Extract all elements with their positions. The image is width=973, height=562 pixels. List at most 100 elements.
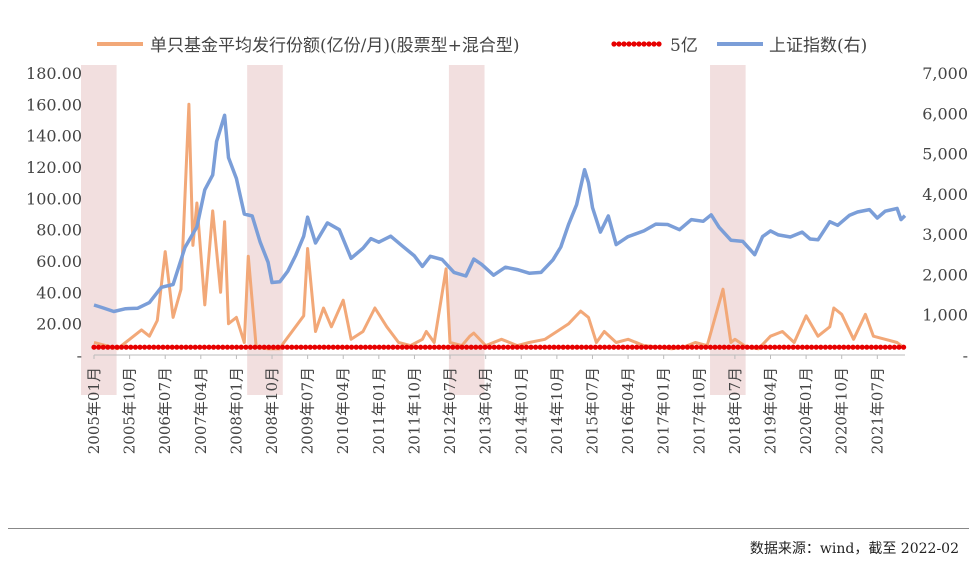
series-5yi-dot: [707, 344, 714, 350]
series-5yi-dot: [151, 344, 157, 350]
series-5yi-dot: [533, 344, 539, 350]
legend-swatch-dot: [631, 41, 637, 47]
series-5yi-dot: [404, 344, 410, 350]
left-tick-label: 40.00: [36, 283, 82, 302]
series-5yi-dot: [629, 344, 635, 350]
legend-swatch-dot: [641, 41, 647, 47]
series-5yi-dot: [744, 344, 750, 350]
right-y-axis: - 1,000 2,000 3,000 4,000 5,000 6,000 7,000: [922, 64, 968, 365]
series-5yi-dot: [758, 344, 764, 350]
series-5yi-dot: [882, 344, 888, 350]
series-5yi-dot: [298, 344, 304, 350]
series-5yi-dot: [579, 344, 585, 350]
series-5yi-dot: [795, 344, 801, 350]
series-5yi-dot: [822, 344, 829, 350]
series-5yi-dot: [850, 344, 856, 350]
x-tick-label: 2019年04月: [761, 367, 779, 454]
series-5yi-dot: [353, 344, 359, 350]
series-5yi-dot: [413, 344, 419, 350]
series-5yi-dot: [174, 344, 180, 350]
series-fund-issuance: [93, 102, 906, 351]
series-5yi-dot: [491, 344, 497, 350]
series-5yi-dot: [781, 344, 787, 350]
series-5yi-dot: [408, 344, 414, 350]
x-tick-label: 2005年01月: [85, 367, 103, 454]
legend-label-fund: 单只基金平均发行份额(亿份/月)(股票型+混合型): [150, 36, 520, 56]
series-5yi-dot: [372, 344, 378, 350]
left-tick-label: 80.00: [36, 221, 82, 240]
right-tick-label: 5,000: [922, 145, 968, 164]
x-tick-label: 2009年07月: [299, 367, 317, 454]
series-5yi-dot: [878, 344, 884, 350]
series-5yi-dot: [335, 344, 341, 350]
series-5yi-dot: [123, 344, 129, 350]
series-5yi-dot: [96, 344, 102, 350]
series-5yi-dot: [303, 344, 309, 350]
series-5yi-dot: [243, 344, 249, 350]
series-5yi-dot: [671, 344, 677, 350]
x-tick-label: 2020年01月: [797, 367, 815, 454]
left-tick-label: 100.00: [26, 189, 82, 208]
series-5yi-dot: [220, 344, 226, 350]
series-5yi-dot: [712, 344, 718, 350]
legend: 单只基金平均发行份额(亿份/月)(股票型+混合型) 5亿 上证指数(右): [97, 36, 867, 56]
series-5yi-dot: [293, 344, 299, 350]
x-tick-label: 2017年10月: [690, 367, 708, 454]
series-5yi-dot: [395, 344, 401, 350]
series-5yi-dot: [827, 344, 833, 350]
series-5yi-dot: [418, 344, 424, 350]
series-5yi-dot: [505, 344, 511, 350]
series-5yi-dot: [247, 344, 253, 350]
series-5yi-dot: [717, 344, 723, 350]
series-5yi-dot: [703, 344, 709, 350]
footer-divider: [8, 528, 969, 529]
left-tick-label: 180.00: [26, 64, 82, 83]
x-tick-label: 2018年07月: [726, 367, 744, 454]
legend-label-5yi: 5亿: [670, 36, 698, 56]
series-5yi-dot: [477, 344, 483, 350]
series-5yi-dot: [514, 344, 520, 350]
series-5yi-dot: [482, 344, 488, 350]
legend-swatch-dot: [651, 41, 657, 47]
x-tick-label: 2016年04月: [619, 367, 637, 454]
legend-swatch-dot: [611, 41, 617, 47]
series-5yi-dot: [634, 344, 640, 350]
left-tick-label: 120.00: [26, 158, 82, 177]
plot-area: [91, 102, 907, 351]
series-5yi-dot: [523, 344, 530, 350]
series-5yi-dot: [602, 344, 608, 350]
series-5yi-dot: [252, 344, 258, 350]
legend-swatch-dot: [636, 41, 642, 47]
x-tick-label: 2011年10月: [405, 367, 423, 454]
series-5yi-dot: [349, 344, 355, 350]
series-5yi-dot: [192, 344, 198, 350]
series-shanghai-index: [93, 113, 907, 314]
series-5yi-dot: [620, 344, 626, 350]
series-5yi-dot: [657, 344, 663, 350]
series-5yi-dot: [588, 344, 594, 350]
series-5yi-dot: [661, 344, 668, 350]
right-tick-label: -: [963, 346, 968, 365]
series-5yi-dot: [786, 344, 792, 350]
series-5yi-dot: [519, 344, 525, 350]
series-5yi-dot: [776, 344, 783, 350]
series-5yi-dot: [500, 344, 506, 350]
series-5yi-dot: [114, 344, 120, 350]
series-5yi-dot: [864, 344, 870, 350]
series-5yi-dot: [896, 344, 902, 350]
left-tick-label: 140.00: [26, 127, 82, 146]
series-5yi-dot: [832, 344, 838, 350]
series-5yi-dot: [431, 344, 437, 350]
series-5yi-dot: [100, 344, 106, 350]
series-5yi-dot: [574, 344, 580, 350]
series-5yi-dot: [119, 344, 125, 350]
left-y-axis: - 20.00 40.00 60.00 80.00 100.00 120.00 140.00 1…: [26, 64, 82, 365]
series-5yi-dot: [868, 344, 875, 350]
x-tick-label: 2008年10月: [263, 367, 281, 454]
series-5yi-dot: [284, 344, 290, 350]
x-tick-label: 2007年04月: [192, 367, 210, 454]
shade-band: [247, 65, 283, 395]
series-5yi-dot: [146, 344, 152, 350]
right-tick-label: 7,000: [922, 64, 968, 83]
